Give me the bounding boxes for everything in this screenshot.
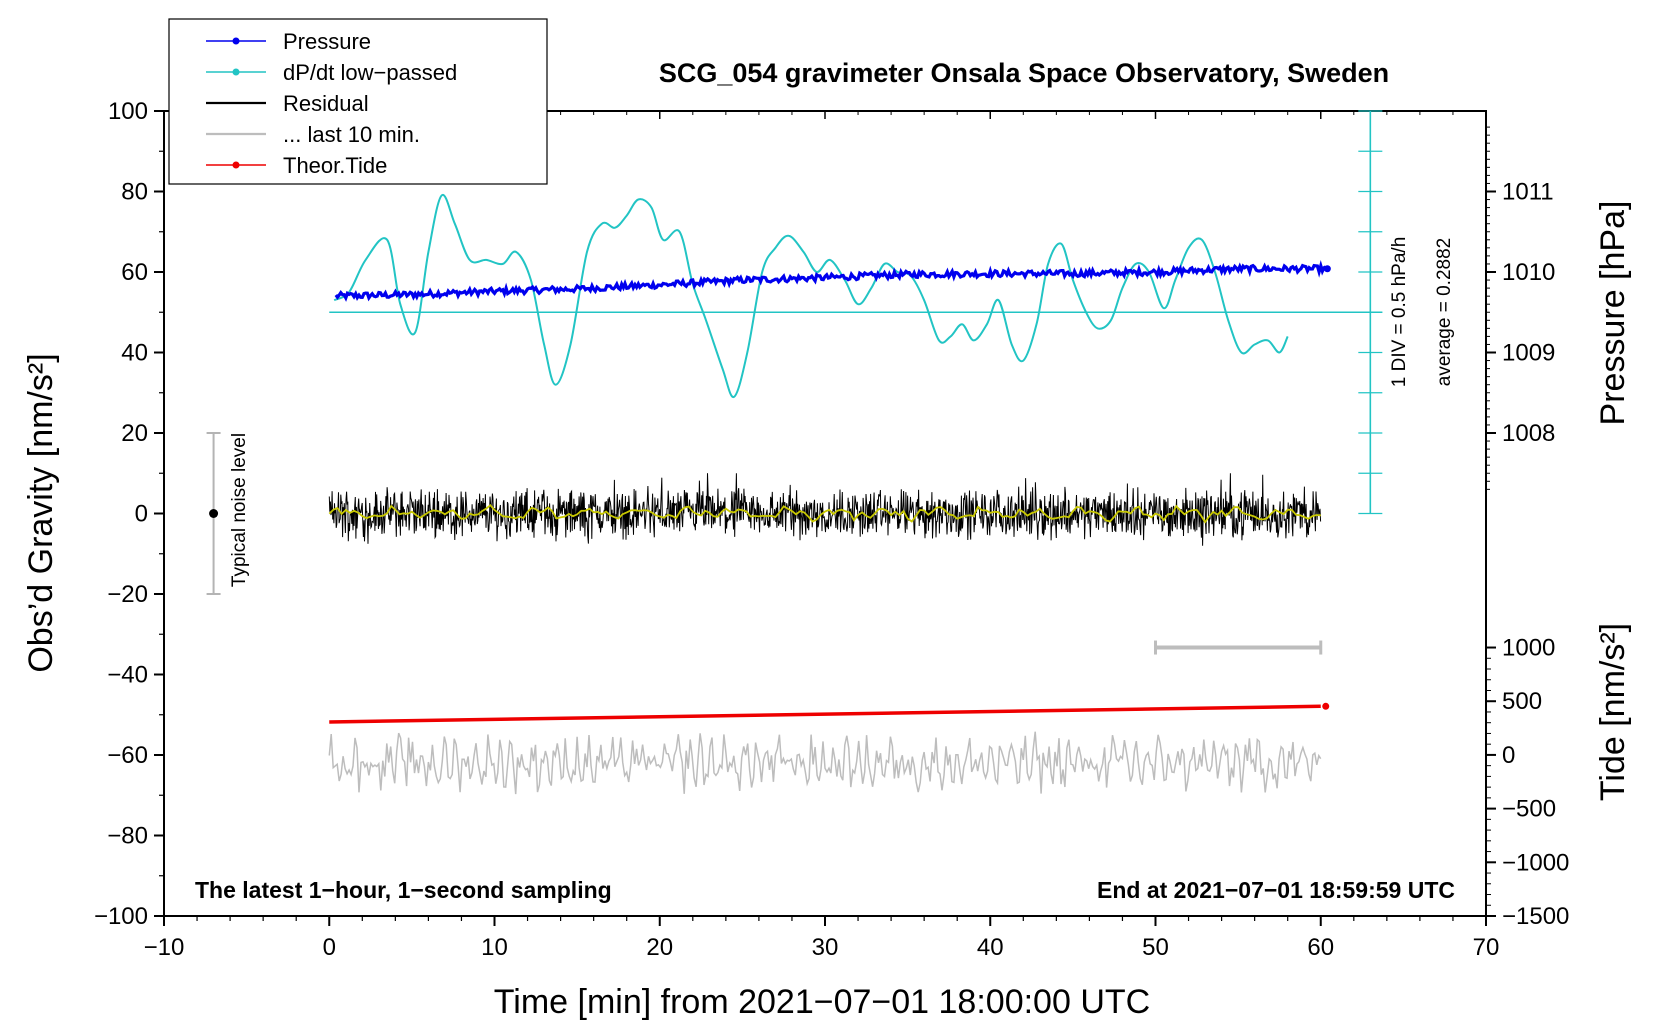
legend-label: Pressure xyxy=(283,29,371,54)
y-tick-label: 60 xyxy=(121,259,148,286)
x-tick-label: 60 xyxy=(1307,934,1334,961)
residual-smoothed-line xyxy=(328,503,1321,524)
tide-line xyxy=(329,704,1321,724)
y-axis-title-pressure: Pressure [hPa] xyxy=(1594,201,1632,426)
dpdt-div-label: 1 DIV = 0.5 hPa/h xyxy=(1389,237,1410,388)
y-tick-label: −60 xyxy=(107,742,148,769)
x-tick-label: 40 xyxy=(977,934,1004,961)
tide-end-marker xyxy=(1322,702,1330,710)
x-tick-label: 70 xyxy=(1473,934,1500,961)
x-tick-label: 0 xyxy=(323,934,336,961)
tide-tick-label: 1000 xyxy=(1502,635,1555,662)
pressure-tick-label: 1010 xyxy=(1502,259,1555,286)
x-tick-label: 50 xyxy=(1142,934,1169,961)
legend-box xyxy=(168,18,548,185)
x-axis-title: Time [min] from 2021−07−01 18:00:00 UTC xyxy=(494,983,1150,1020)
dpdt-average-label: average = 0.2882 xyxy=(1434,238,1455,386)
legend-marker xyxy=(232,68,240,76)
y-axis-title-left: Obs’d Gravity [nm/s²] xyxy=(22,353,60,672)
legend: Pressure dP/dt low−passed Residual ... last… xyxy=(168,18,548,185)
pressure-tick-label: 1009 xyxy=(1502,340,1555,367)
pressure-end-marker xyxy=(1323,265,1331,273)
legend-label: dP/dt low−passed xyxy=(283,60,457,85)
tide-tick-label: −1500 xyxy=(1502,903,1569,930)
chart-title: SCG_054 gravimeter Onsala Space Observat… xyxy=(659,58,1389,88)
bottom-left-note: The latest 1−hour, 1−second sampling xyxy=(195,877,612,903)
legend-marker xyxy=(232,37,240,45)
legend-marker xyxy=(232,161,240,169)
noise-level-label: Typical noise level xyxy=(229,433,250,587)
x-tick-label: −10 xyxy=(144,934,185,961)
pressure-tick-label: 1008 xyxy=(1502,420,1555,447)
bottom-right-note: End at 2021−07−01 18:59:59 UTC xyxy=(1097,877,1455,903)
legend-label: ... last 10 min. xyxy=(283,122,420,147)
y-tick-label: −40 xyxy=(107,662,148,689)
noise-bar-center-dot xyxy=(209,509,219,518)
tide-tick-label: 500 xyxy=(1502,688,1542,715)
tide-tick-label: 0 xyxy=(1502,742,1515,769)
residual-line xyxy=(328,473,1322,546)
y-tick-label: 80 xyxy=(121,179,148,206)
y-tick-label: −80 xyxy=(107,823,148,850)
y-axis-title-tide: Tide [nm/s²] xyxy=(1594,623,1632,801)
y-tick-label: 100 xyxy=(108,98,148,125)
y-tick-label: 20 xyxy=(121,420,148,447)
y-tick-label: 40 xyxy=(121,340,148,367)
y-tick-label: −100 xyxy=(94,903,148,930)
dpdt-line xyxy=(333,193,1289,398)
x-tick-label: 10 xyxy=(481,934,508,961)
y-tick-label: 0 xyxy=(135,501,148,528)
grey-noise-line xyxy=(328,731,1322,795)
y-tick-label: −20 xyxy=(107,581,148,608)
legend-label: Theor.Tide xyxy=(283,153,387,178)
tide-tick-label: −500 xyxy=(1502,796,1556,823)
tide-tick-label: −1000 xyxy=(1502,849,1569,876)
pressure-line xyxy=(334,260,1327,302)
x-tick-label: 20 xyxy=(646,934,673,961)
legend-label: Residual xyxy=(283,91,369,116)
x-tick-label: 30 xyxy=(812,934,839,961)
pressure-tick-label: 1011 xyxy=(1502,179,1554,206)
